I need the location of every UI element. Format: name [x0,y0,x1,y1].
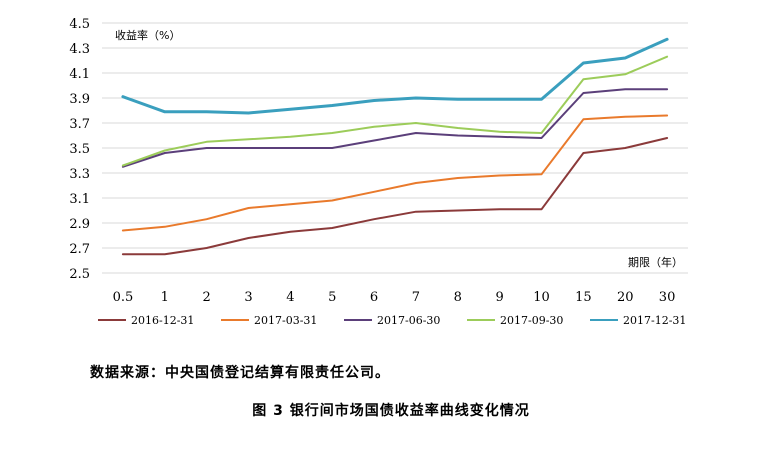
x-axis-label: 期限（年） [628,255,683,269]
yield-curve-chart: 2.5 2.7 2.9 3.1 3.3 3.5 3.7 3.9 4.1 4.3 4.5 0.5 1 2 3… [69,17,688,327]
x-tick-label: 20 [617,290,634,305]
y-tick-label: 4.3 [69,42,90,57]
x-tick-label: 15 [575,290,592,305]
y-tick-label: 3.3 [69,167,90,182]
y-tick-label: 2.7 [69,242,90,257]
legend-label: 2017-09-30 [500,314,563,327]
series-line-2017-09-30 [121,55,669,167]
y-axis-ticks: 2.5 2.7 2.9 3.1 3.3 3.5 3.7 3.9 4.1 4.3 4.5 [69,17,90,282]
x-tick-label: 1 [161,290,169,305]
legend-label: 2017-03-31 [254,314,317,327]
y-tick-label: 2.5 [69,267,90,282]
legend-label: 2017-12-31 [623,314,686,327]
y-tick-label: 4.5 [69,17,90,32]
x-tick-label: 7 [412,290,420,305]
x-tick-label: 8 [454,290,462,305]
legend: 2016-12-31 2017-03-31 2017-06-30 2017-09-30… [98,314,686,327]
x-tick-label: 10 [533,290,550,305]
series-line-2017-06-30 [121,88,669,168]
y-axis-label: 收益率（%） [115,28,180,42]
x-tick-label: 0.5 [113,290,134,305]
x-tick-label: 6 [370,290,378,305]
x-tick-label: 2 [203,290,211,305]
series-line-2017-12-31 [121,37,669,115]
y-tick-label: 2.9 [69,217,90,232]
x-axis-ticks: 0.5 1 2 3 4 5 6 7 8 9 10 15 20 30 [113,290,676,305]
y-tick-label: 3.9 [69,92,90,107]
series-line-2016-12-31 [121,137,669,256]
figure-caption: 图 3 银行间市场国债收益率曲线变化情况 [252,403,530,419]
source-note: 数据来源：中央国债登记结算有限责任公司。 [90,365,390,381]
legend-label: 2017-06-30 [377,314,440,327]
x-tick-label: 3 [244,290,252,305]
y-tick-label: 3.1 [69,192,90,207]
x-tick-label: 30 [659,290,676,305]
y-tick-label: 3.7 [69,117,90,132]
series-lines [121,37,669,256]
legend-label: 2016-12-31 [131,314,194,327]
series-line-2017-03-31 [121,114,669,232]
x-tick-label: 5 [328,290,336,305]
y-tick-label: 3.5 [69,142,90,157]
x-tick-label: 9 [496,290,504,305]
x-tick-label: 4 [286,290,294,305]
y-tick-label: 4.1 [69,67,90,82]
